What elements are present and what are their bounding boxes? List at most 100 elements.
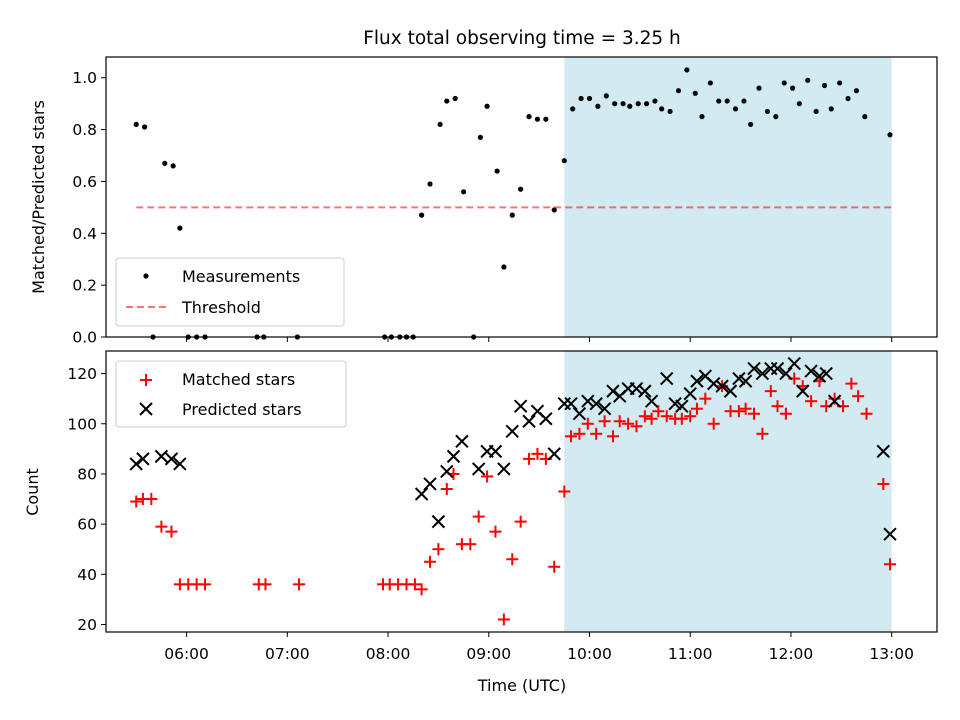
bottom-x-axis: 06:00 07:00 08:00 09:00 10:00 11:00 12:00 13:00 (164, 632, 914, 663)
predicted-star-point (770, 361, 785, 376)
matched-star-point (883, 558, 896, 571)
x-tick-label: 10:00 (567, 645, 612, 663)
predicted-star-point (154, 449, 169, 464)
measurement-point (748, 121, 754, 128)
measurement-point (790, 85, 796, 91)
measurement-point (652, 98, 658, 104)
top-legend: Measurements Threshold (115, 257, 345, 327)
x-tick-label: 06:00 (164, 645, 209, 663)
measurement-point (741, 98, 747, 104)
bottom-y-tick-label: 80 (77, 465, 97, 483)
measurement-point (887, 132, 893, 138)
measurement-point (684, 67, 690, 73)
matched-star-point (675, 412, 688, 425)
predicted-star-point (819, 366, 833, 381)
predicted-star-point (660, 371, 674, 386)
measurement-point (561, 158, 567, 164)
matched-star-point (660, 410, 673, 423)
matched-star-point (652, 405, 665, 418)
measurement-point (526, 114, 532, 120)
measurement-point (667, 108, 673, 115)
measurement-point (845, 95, 851, 102)
bottom-y-tick-label: 20 (77, 616, 97, 634)
predicted-star-point (755, 366, 770, 381)
matched-star-point (432, 543, 445, 556)
measurement-point (578, 95, 584, 102)
legend-threshold-label: Threshold (181, 298, 261, 317)
top-y-tick-label: 0.0 (72, 329, 97, 347)
predicted-star-point (164, 452, 179, 466)
matched-star-point (771, 400, 784, 413)
matched-star-point (293, 578, 306, 591)
measurement-point (509, 212, 515, 218)
matched-star-point (497, 613, 510, 626)
matched-star-point (845, 377, 858, 390)
measurement-point (452, 95, 458, 102)
predicted-star-point (690, 374, 704, 388)
measurement-point (828, 106, 834, 112)
matched-star-point (828, 392, 841, 405)
matched-star-point (558, 485, 571, 498)
predicted-star-point (883, 527, 897, 541)
predicted-star-point (522, 414, 536, 428)
matched-star-point (590, 427, 603, 440)
predicted-star-point (787, 356, 802, 371)
predicted-star-point (644, 394, 659, 408)
measurement-point (460, 189, 467, 195)
matched-star-point (573, 427, 586, 440)
x-tick-label: 13:00 (869, 645, 914, 663)
measurement-point (853, 88, 860, 94)
top-legend-box (115, 257, 345, 327)
legend-measurements-label: Measurements (182, 267, 300, 286)
measurement-point (837, 80, 843, 86)
measurement-point (724, 98, 730, 104)
measurement-point (692, 90, 698, 96)
predicted-star-point (683, 386, 697, 401)
predicted-star-point (675, 399, 689, 413)
matched-star-point (145, 493, 158, 506)
measurement-point (477, 134, 483, 140)
predicted-star-point (471, 462, 486, 476)
measurement-point (773, 114, 779, 120)
predicted-star-point (564, 396, 578, 411)
measurement-point (177, 225, 183, 231)
matched-star-point (739, 402, 752, 415)
bottom-legend-box (115, 360, 347, 428)
predicted-star-point (455, 434, 469, 449)
predicted-star-point (431, 514, 446, 529)
predicted-star-point (497, 462, 511, 476)
measurement-point (781, 80, 787, 86)
measurement-point (543, 116, 549, 122)
x-tick-label: 12:00 (769, 645, 814, 663)
legend-predicted-marker (139, 402, 153, 416)
count-points (129, 356, 897, 626)
predicted-star-point (539, 412, 553, 426)
measurement-point (796, 101, 802, 107)
matched-star-point (464, 538, 477, 551)
matched-star-point (440, 482, 453, 495)
predicted-star-point (827, 394, 842, 408)
predicted-star-point (707, 376, 721, 391)
predicted-star-point (505, 424, 519, 438)
matched-star-point (415, 583, 428, 596)
predicted-star-point (606, 384, 620, 398)
matched-star-point (860, 407, 873, 420)
measurement-point (427, 181, 433, 187)
matched-star-point (606, 430, 619, 443)
matched-star-point (165, 525, 178, 538)
measurement-point (620, 101, 626, 107)
x-tick-label: 11:00 (668, 645, 713, 663)
matched-star-point (472, 510, 485, 523)
measurement-point (595, 103, 601, 109)
matched-star-point (805, 395, 818, 408)
measurement-points (133, 67, 893, 340)
matched-star-point (684, 410, 697, 423)
measurement-point (437, 121, 443, 128)
bottom-axes-frame (105, 350, 938, 633)
x-tick-label: 08:00 (366, 645, 411, 663)
figure-title: Flux total observing time = 3.25 h (363, 28, 681, 49)
bottom-y-tick-label: 120 (67, 365, 97, 383)
predicted-star-point (414, 487, 429, 501)
measurement-point (821, 82, 828, 89)
